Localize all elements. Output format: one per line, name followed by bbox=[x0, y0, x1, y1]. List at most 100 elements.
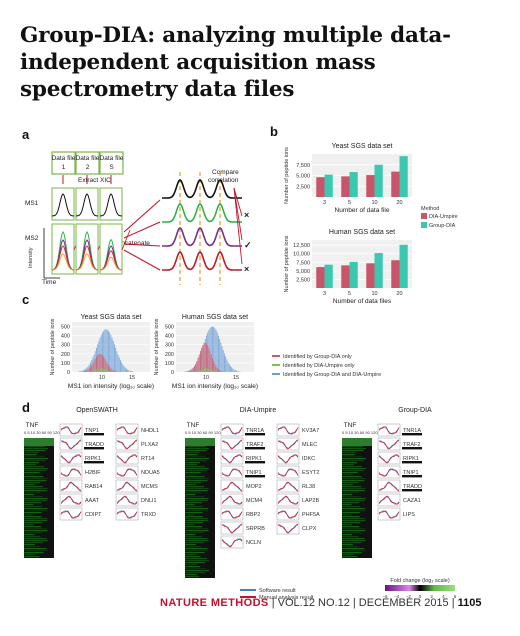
heatmap-row bbox=[24, 516, 42, 518]
histogram-bin bbox=[104, 329, 106, 372]
manual-trend bbox=[221, 439, 243, 450]
histogram-bin bbox=[105, 369, 107, 372]
trend-plot bbox=[115, 507, 139, 521]
histogram-bin bbox=[126, 368, 127, 372]
manual-trend bbox=[60, 510, 82, 519]
x-axis-label: MS1 ion intensity (log₁₀ scale) bbox=[68, 383, 154, 390]
colorbar-tick: −6 bbox=[382, 594, 388, 599]
concatenated-trace bbox=[162, 251, 242, 271]
legend-manual-label: Manual analysis result bbox=[259, 595, 314, 601]
manual-trend bbox=[60, 439, 82, 450]
heatmap-row bbox=[24, 502, 42, 504]
method-title: OpenSWATH bbox=[76, 407, 118, 414]
heatmap-row bbox=[185, 454, 198, 456]
histogram-bin bbox=[109, 332, 111, 372]
ms1-peak bbox=[99, 193, 123, 217]
software-trend bbox=[60, 482, 82, 491]
heatmap-row bbox=[342, 498, 366, 500]
bar-group-dia bbox=[399, 156, 408, 197]
panel-label-d: d bbox=[22, 400, 30, 415]
y-tick-label: 500 bbox=[165, 325, 174, 331]
heatmap-row bbox=[24, 552, 44, 554]
heatmap-row bbox=[185, 450, 207, 452]
software-trend bbox=[60, 510, 82, 519]
bar-dia-umpire bbox=[341, 265, 350, 288]
manual-trend bbox=[277, 426, 299, 435]
protein-label: SRPRB bbox=[246, 526, 265, 532]
histogram-bin bbox=[110, 334, 112, 372]
histogram-bin bbox=[232, 368, 234, 372]
compare-correlation-label-2: correlation bbox=[208, 177, 239, 184]
trend-plot bbox=[377, 423, 401, 437]
heatmap-row bbox=[24, 478, 48, 480]
colorbar-title: Fold change (log₂ scale) bbox=[390, 578, 449, 584]
ms1-peak bbox=[51, 193, 75, 217]
histogram-bin bbox=[103, 330, 105, 372]
heatmap-row bbox=[24, 544, 35, 546]
histogram-bin bbox=[196, 361, 198, 372]
histogram-bin bbox=[100, 334, 102, 372]
histogram-bin bbox=[197, 370, 199, 372]
histogram-bin bbox=[212, 326, 213, 372]
data-file-box-1 bbox=[51, 151, 76, 175]
software-trend bbox=[116, 440, 138, 449]
manual-trend bbox=[378, 495, 400, 505]
heatmap-row bbox=[185, 482, 202, 484]
histogram-bin bbox=[222, 349, 224, 372]
concatenated-trace bbox=[162, 203, 242, 223]
histogram-bin bbox=[215, 370, 217, 372]
heatmap-row bbox=[24, 532, 43, 534]
ms2-label: MS2 bbox=[25, 235, 39, 242]
journal-name: NATURE METHODS bbox=[160, 597, 269, 609]
histogram-bin bbox=[112, 370, 114, 372]
heatmap-row bbox=[342, 508, 366, 510]
heatmap-row bbox=[24, 446, 45, 448]
histogram-bin bbox=[221, 346, 223, 372]
histogram-bin bbox=[188, 370, 189, 372]
heatmap-row bbox=[24, 520, 48, 522]
software-trend bbox=[221, 510, 243, 519]
manual-trend bbox=[378, 426, 400, 435]
xic-panels bbox=[43, 175, 161, 279]
manual-trend bbox=[378, 468, 400, 477]
heatmap-row bbox=[24, 472, 40, 474]
histogram-bin bbox=[212, 357, 213, 372]
protein-label: TRXD bbox=[141, 512, 156, 518]
histogram-bin bbox=[234, 370, 236, 372]
heatmap-row bbox=[342, 476, 362, 478]
histogram-bin bbox=[206, 343, 207, 372]
histogram-bin bbox=[208, 368, 210, 372]
histogram-bin bbox=[106, 329, 108, 372]
heatmap-row bbox=[185, 514, 195, 516]
heatmap-row bbox=[24, 452, 39, 454]
protein-label: TNP1 bbox=[85, 428, 99, 434]
histogram-bin bbox=[111, 371, 113, 372]
histogram-bin bbox=[238, 371, 240, 372]
x-tick-label: 15 bbox=[233, 375, 239, 381]
trend-plot bbox=[220, 479, 244, 493]
heatmap-row bbox=[342, 552, 362, 554]
heatmap-row bbox=[185, 456, 206, 458]
histogram-bin bbox=[130, 371, 132, 372]
protein-label: NCLN bbox=[246, 540, 261, 546]
bar-chart-title: Yeast SGS data set bbox=[332, 143, 393, 150]
heatmap-row bbox=[185, 492, 202, 494]
heatmap-row bbox=[342, 516, 360, 518]
heatmap-row bbox=[185, 446, 206, 448]
histogram-bin bbox=[204, 368, 206, 372]
manual-trend bbox=[116, 481, 138, 492]
heatmap-row bbox=[185, 546, 202, 548]
trend-plot bbox=[59, 423, 83, 437]
protein-label: NHDL1 bbox=[141, 428, 159, 434]
heatmap-row bbox=[185, 468, 209, 470]
heatmap-row bbox=[185, 576, 200, 578]
x-tick-label: 5 bbox=[348, 200, 351, 206]
software-trend bbox=[378, 440, 400, 449]
software-trend bbox=[277, 524, 299, 533]
y-axis-label: Number of peptide ions bbox=[154, 318, 160, 375]
heatmap-row bbox=[185, 452, 200, 454]
heatmap-row bbox=[185, 542, 205, 544]
histogram-bin bbox=[127, 369, 129, 372]
correlation-arrow bbox=[233, 187, 243, 217]
histogram-bin bbox=[227, 361, 229, 372]
